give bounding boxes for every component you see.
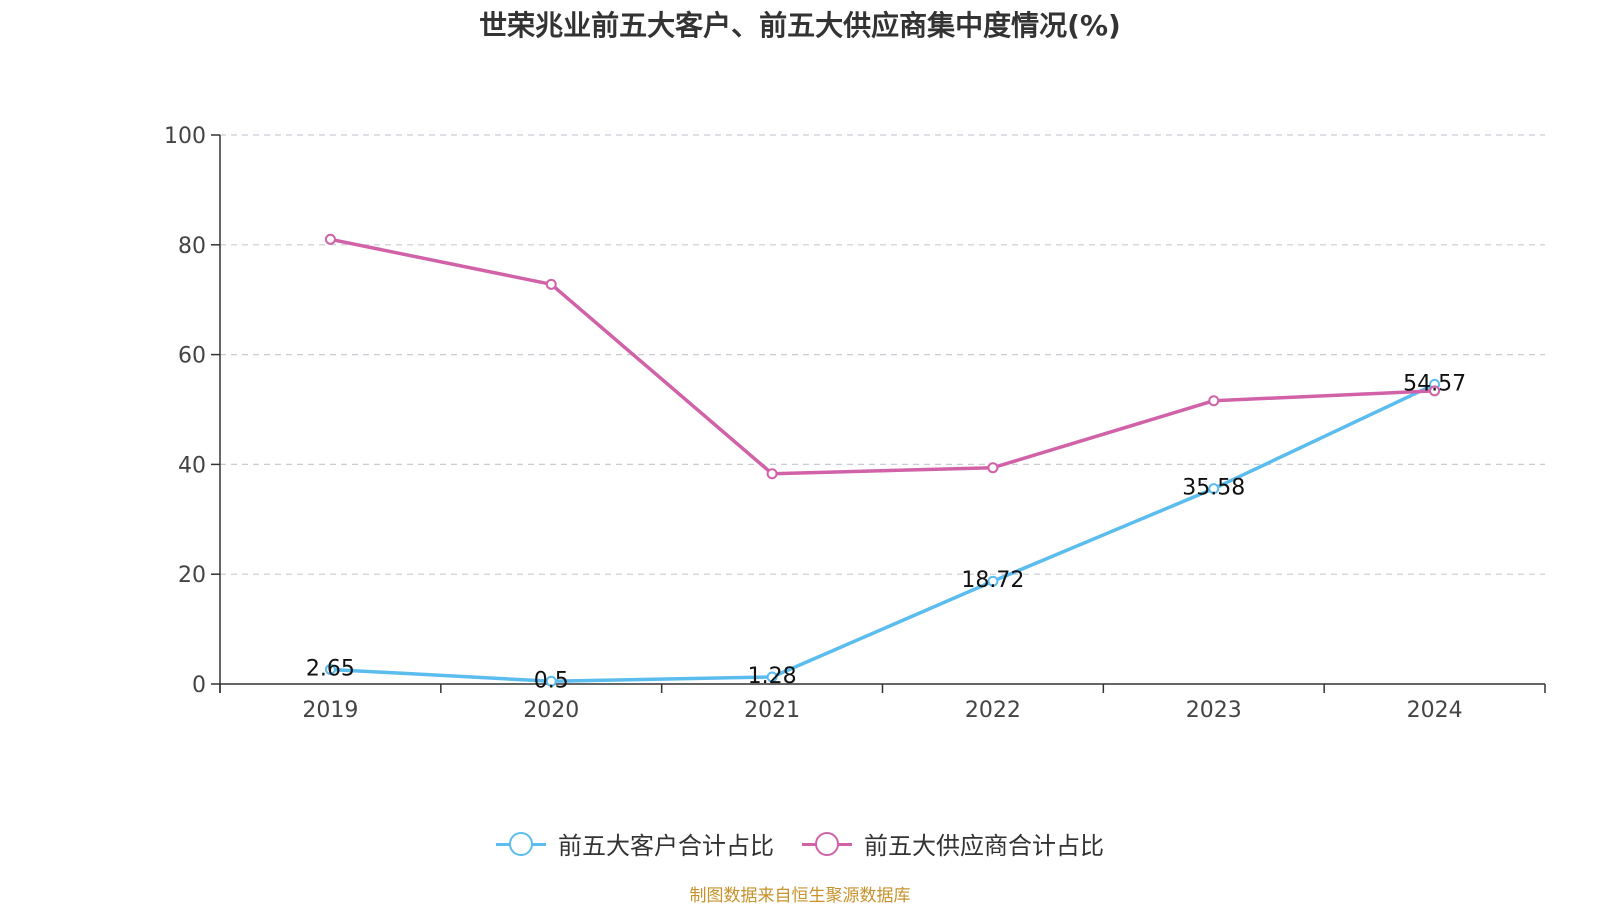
source-note: 制图数据来自恒生聚源数据库 xyxy=(689,886,911,906)
point-1-2023 xyxy=(1208,395,1220,407)
data-label-0-2019: 2.65 xyxy=(306,656,355,681)
series-line-1 xyxy=(330,237,1435,476)
point-0-2023 xyxy=(1208,483,1220,495)
tick-label-y-80: 80 xyxy=(178,234,206,259)
legend-marker-suppliers-icon xyxy=(802,831,852,857)
data-labels: 2.65 0.5 1.28 18.72 35.58 54.57 xyxy=(306,371,1466,693)
point-1-2022 xyxy=(987,462,999,474)
point-0-2019 xyxy=(324,663,336,675)
grid-lines xyxy=(220,134,1545,575)
series-line-0 xyxy=(330,382,1436,684)
data-label-0-2024: 54.57 xyxy=(1403,371,1466,396)
data-label-0-2021: 1.28 xyxy=(748,664,797,689)
chart-title: 世荣兆业前五大客户、前五大供应商集中度情况(%) xyxy=(479,9,1121,42)
tick-label-y-40: 40 xyxy=(178,453,206,478)
tick-label-x-2024: 2024 xyxy=(1407,698,1463,723)
tick-label-x-2019: 2019 xyxy=(302,698,358,723)
series xyxy=(324,233,1441,687)
tick-label-x-2021: 2021 xyxy=(744,698,800,723)
point-0-2020 xyxy=(545,675,557,687)
point-1-2021 xyxy=(766,468,778,480)
tick-label-y-0: 0 xyxy=(192,673,206,698)
legend-label-suppliers: 前五大供应商合计占比 xyxy=(864,832,1104,860)
point-1-2019 xyxy=(324,233,336,245)
data-label-0-2020: 0.5 xyxy=(534,668,569,693)
tick-label-x-2023: 2023 xyxy=(1186,698,1242,723)
point-0-2021 xyxy=(766,671,778,683)
legend-marker-customers-icon xyxy=(496,831,546,857)
data-label-0-2022: 18.72 xyxy=(961,568,1024,593)
tick-label-y-60: 60 xyxy=(178,344,206,369)
tick-label-x-2022: 2022 xyxy=(965,698,1021,723)
tick-label-y-100: 100 xyxy=(164,124,206,149)
legend-item-customers[interactable]: 前五大客户合计占比 xyxy=(496,826,774,861)
legend-dot-suppliers xyxy=(815,831,839,856)
data-label-0-2023: 35.58 xyxy=(1182,476,1245,501)
point-0-2022 xyxy=(987,575,999,587)
tick-label-x-2020: 2020 xyxy=(523,698,579,723)
axes: 0 20 40 60 80 100 2019 2020 2021 2022 2023 2024 xyxy=(164,124,1546,723)
point-1-2020 xyxy=(545,278,557,290)
tick-label-y-20: 20 xyxy=(178,563,206,588)
legend-dot-customers xyxy=(509,831,533,856)
point-1-2024 xyxy=(1429,385,1441,397)
legend-item-suppliers[interactable]: 前五大供应商合计占比 xyxy=(802,826,1104,861)
legend-label-customers: 前五大客户合计占比 xyxy=(558,832,774,860)
legend: 前五大客户合计占比 前五大供应商合计占比 xyxy=(0,826,1600,861)
